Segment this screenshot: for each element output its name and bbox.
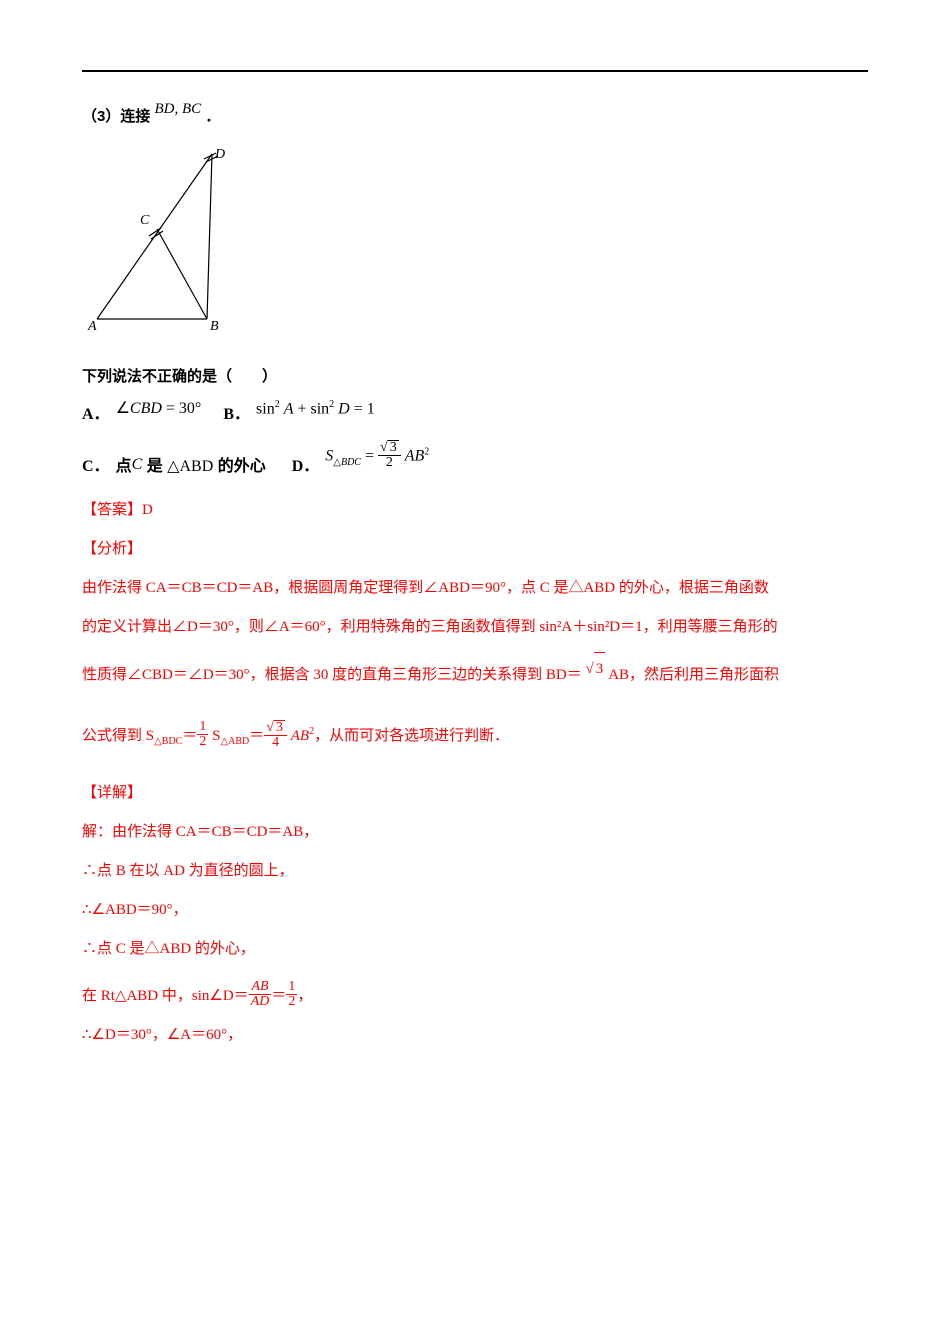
detail-l1: 解：由作法得 CA＝CB＝CD＝AB， [82, 816, 868, 849]
option-row-ab: A． ∠CBD = 30° B． sin2 A + sin2 D = 1 [82, 400, 868, 424]
option-b-label: B． [223, 400, 250, 424]
option-a-text: ∠CBD = 30° [116, 398, 202, 418]
geometry-diagram: A B C D [82, 144, 868, 344]
analysis-p1a: 由作法得 CA＝CB＝CD＝AB，根据圆周角定理得到∠ABD＝90°，点 C 是… [82, 572, 868, 605]
answer-block: 【答案】D 【分析】 由作法得 CA＝CB＝CD＝AB，根据圆周角定理得到∠AB… [82, 494, 868, 1052]
diagram-label-d: D [214, 147, 225, 162]
diagram-label-c: C [140, 213, 150, 228]
option-row-cd: C． 点C 是 △ABD 的外心 D． S△BDC = √3 2 AB2 [82, 446, 868, 476]
detail-l4: ∴点 C 是△ABD 的外心， [82, 933, 868, 966]
detail-l2: ∴点 B 在以 AD 为直径的圆上， [82, 855, 868, 888]
option-b-text: sin2 A + sin2 D = 1 [256, 399, 375, 418]
step-3-suffix: ． [205, 108, 220, 125]
analysis-p3: 公式得到 S△BDC＝12 S△ABD＝√34 AB2，从而可对各选项进行判断． [82, 720, 868, 753]
step-3-vars: BD, BC [155, 101, 202, 117]
detail-label: 【详解】 [82, 777, 868, 810]
detail-l6: ∴∠D＝30°，∠A＝60°， [82, 1019, 868, 1052]
step-3-prefix: （3）连接 [82, 108, 150, 125]
top-horizontal-rule [82, 70, 868, 72]
option-d-text: S△BDC = √3 2 AB2 [325, 442, 429, 472]
step-3-line: （3）连接 BD, BC ． [82, 102, 868, 132]
diagram-label-a: A [87, 319, 97, 334]
analysis-p2: 性质得∠CBD＝∠D＝30°，根据含 30 度的直角三角形三边的关系得到 BD＝… [82, 658, 868, 692]
analysis-label: 【分析】 [82, 533, 868, 566]
detail-l5: 在 Rt△ABD 中，sin∠D＝ABAD＝12， [82, 980, 868, 1013]
option-c-text: 点C 是 △ABD 的外心 [116, 452, 266, 476]
question-stem: 下列说法不正确的是（ ） [82, 362, 868, 392]
option-d-label: D． [292, 452, 320, 476]
options-block: A． ∠CBD = 30° B． sin2 A + sin2 D = 1 C． … [82, 400, 868, 476]
option-c-label: C． [82, 452, 110, 476]
answer-label: 【答案】 [82, 502, 142, 518]
detail-l3: ∴∠ABD＝90°， [82, 894, 868, 927]
answer-value: D [142, 502, 153, 518]
option-a-label: A． [82, 400, 110, 424]
answer-line: 【答案】D [82, 494, 868, 527]
diagram-label-b: B [210, 319, 219, 334]
analysis-p1b: 的定义计算出∠D＝30°，则∠A＝60°，利用特殊角的三角函数值得到 sin²A… [82, 611, 868, 644]
